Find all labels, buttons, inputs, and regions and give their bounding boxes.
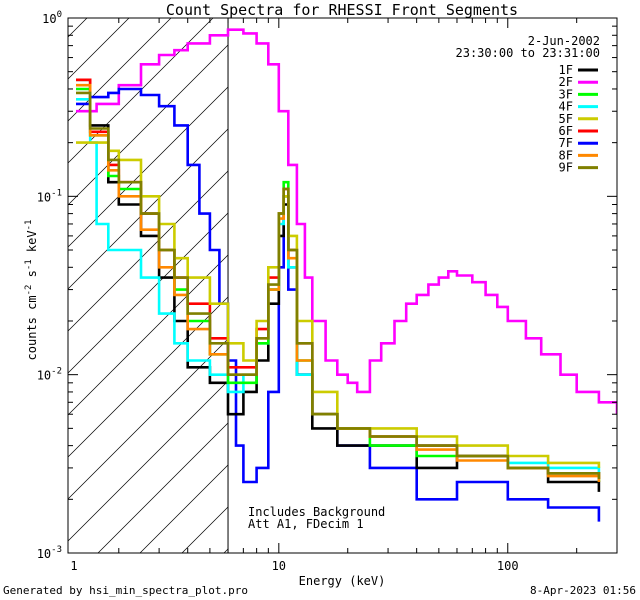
chart-title: Count Spectra for RHESSI Front Segments [166, 1, 518, 19]
y-tick-base: 10 [37, 190, 51, 204]
legend-label-3F: 3F [559, 87, 573, 101]
hatch-line [68, 18, 88, 38]
y-tick-base: 10 [42, 12, 56, 26]
hatch-line [68, 18, 214, 164]
date-label: 2-Jun-2002 [528, 34, 600, 48]
series-9F [76, 91, 601, 479]
series-8F [76, 83, 601, 482]
y-axis-label-exp3: -1 [24, 220, 34, 231]
y-tick-label: 100 [42, 10, 62, 26]
y-axis-label-kev: keV [25, 230, 39, 259]
y-tick-base: 10 [37, 369, 51, 383]
y-axis-label-s: s [25, 270, 39, 284]
x-tick-label: 100 [497, 559, 519, 573]
y-tick-exponent: -2 [51, 367, 62, 377]
annotation-background: Includes Background [248, 505, 385, 519]
y-tick-exponent: -1 [51, 188, 62, 198]
background-hatch-region [0, 0, 617, 553]
hatch-line [68, 18, 130, 80]
x-tick-label: 1 [70, 559, 77, 573]
legend-label-8F: 8F [559, 148, 573, 162]
legend-label-2F: 2F [559, 75, 573, 89]
x-tick-labels: 1 10 100 [70, 559, 518, 573]
y-axis-label: counts cm-2 s-1 keV-1 [24, 220, 39, 361]
annotation-attenuator: Att A1, FDecim 1 [248, 517, 364, 531]
legend-label-1F: 1F [559, 63, 573, 77]
plot-frame [67, 17, 618, 554]
series-2F [76, 28, 617, 415]
axis-ticks [68, 17, 618, 554]
y-tick-label: 10-1 [37, 188, 62, 204]
time-range-label: 23:30:00 to 23:31:00 [456, 46, 601, 60]
series-5F [76, 141, 601, 468]
legend-label-9F: 9F [559, 161, 573, 175]
footer-timestamp: 8-Apr-2023 01:56 [530, 584, 636, 597]
hatch-line [68, 18, 172, 122]
footer-generated-by: Generated by hsi_min_spectra_plot.pro [3, 584, 248, 597]
y-tick-base: 10 [37, 547, 51, 561]
legend-label-6F: 6F [559, 124, 573, 138]
y-axis-label-exp2: -1 [24, 259, 34, 270]
y-axis-label-exp1: -2 [24, 285, 34, 296]
y-tick-label: 10-2 [37, 367, 62, 383]
legend-label-5F: 5F [559, 112, 573, 126]
y-axis-label-text: counts cm [25, 295, 39, 360]
x-axis-label: Energy (keV) [299, 574, 386, 588]
y-tick-label: 10-3 [37, 545, 62, 561]
y-tick-exponent: -3 [51, 545, 62, 555]
hatch-line [68, 18, 256, 206]
x-tick-label: 10 [272, 559, 286, 573]
hatch-line [0, 0, 110, 553]
y-tick-exponent: 0 [57, 10, 62, 20]
legend-label-7F: 7F [559, 136, 573, 150]
legend-label-4F: 4F [559, 100, 573, 114]
series-group [76, 28, 617, 522]
